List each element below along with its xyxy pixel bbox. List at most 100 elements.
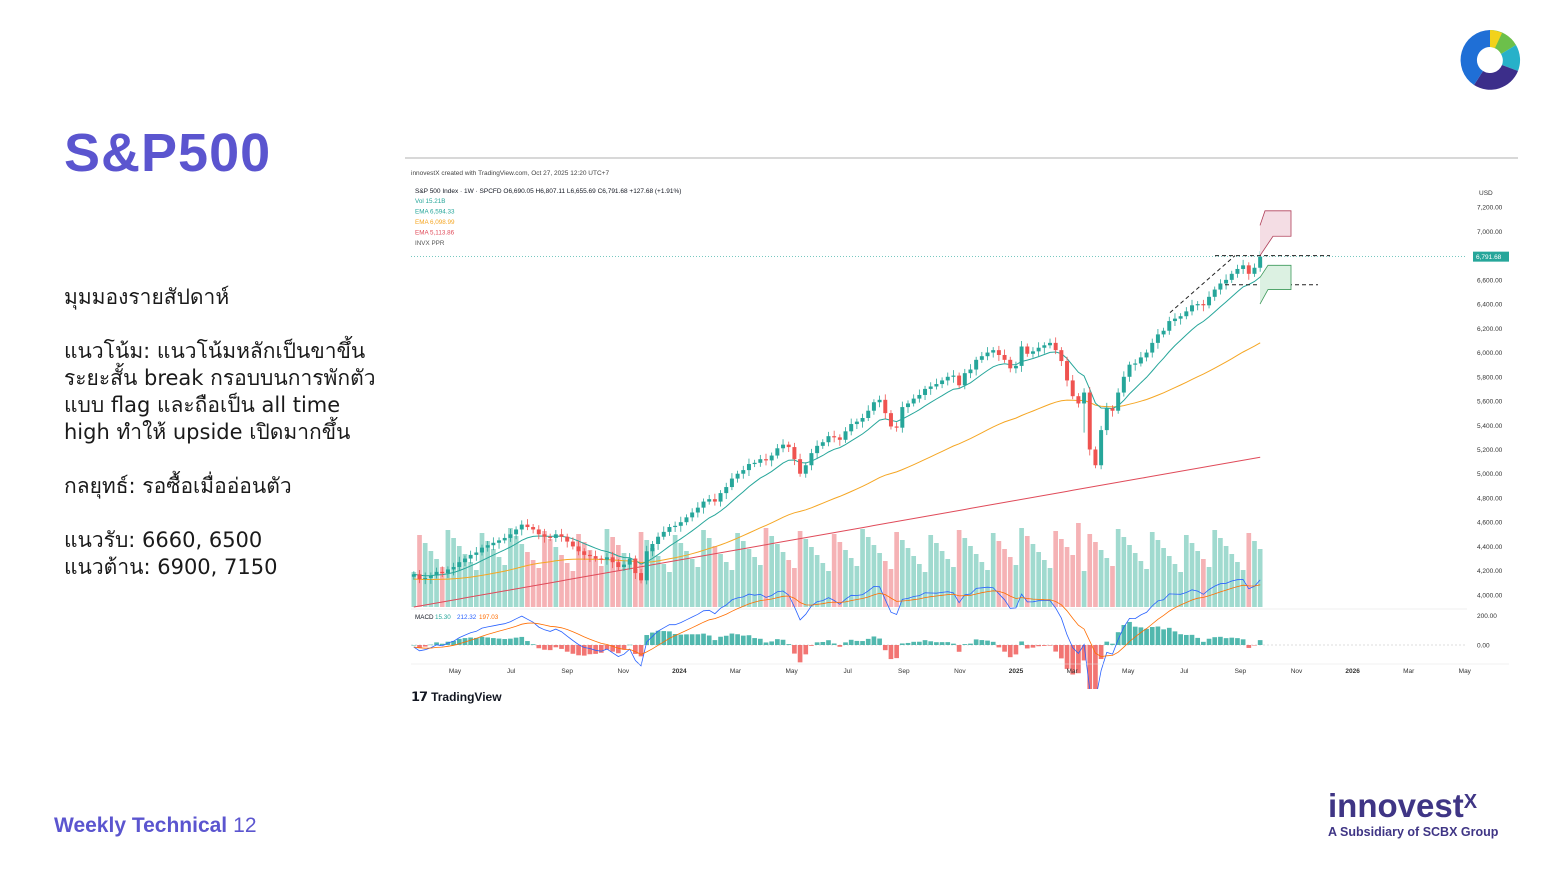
y-tick-label: 7,200.00 (1477, 205, 1503, 212)
candle-body (906, 403, 910, 408)
candle-body (815, 445, 820, 454)
volume-bar (689, 559, 695, 607)
candle-body (1042, 345, 1047, 348)
last-price-badge (1473, 251, 1509, 262)
volume-bar (1076, 523, 1081, 607)
macd-histogram-bar (417, 645, 422, 649)
candle-body (480, 547, 484, 553)
volume-bar (1059, 539, 1064, 607)
candle-body (1178, 316, 1183, 319)
volume-bar (598, 566, 604, 607)
brand-x-mark: X (1463, 791, 1478, 813)
support-text: แนวรับ: 6660, 6500 (64, 528, 263, 552)
volume-bar (621, 553, 627, 607)
macd-histogram-bar (570, 645, 576, 654)
page-number: 12 (233, 814, 257, 837)
macd-histogram-bar (990, 641, 996, 645)
macd-histogram-bar (530, 644, 536, 645)
macd-histogram-bar (621, 645, 627, 650)
candle-body (1201, 304, 1206, 306)
volume-bar (542, 531, 547, 607)
volume-bar (1019, 528, 1024, 607)
macd-label: MACD (415, 614, 434, 621)
innovestx-ring-logo (1460, 29, 1521, 90)
ema-line-slow (413, 456, 1261, 608)
macd-histogram-bar (672, 634, 678, 645)
candle-body (849, 424, 854, 432)
volume-bar (797, 531, 803, 607)
x-tick-label: Mar (1403, 668, 1415, 675)
candle-body (985, 352, 990, 357)
volume-bar (1240, 570, 1246, 607)
macd-histogram-bar (627, 644, 633, 646)
volume-bar (1024, 536, 1030, 607)
legend-entry: EMA 6,098.99 (415, 219, 455, 226)
candle-body (809, 453, 814, 466)
volume-bar (667, 572, 672, 607)
volume-bar (530, 560, 536, 607)
macd-histogram-bar (1149, 627, 1155, 645)
volume-bar (456, 546, 462, 607)
macd-histogram-bar (939, 642, 945, 645)
volume-bar (1036, 552, 1041, 607)
macd-histogram-bar (638, 645, 644, 657)
volume-bar (1127, 545, 1132, 607)
macd-histogram-bar (769, 641, 775, 645)
volume-bar (462, 554, 468, 607)
candle-body (1076, 396, 1081, 404)
candle-body (752, 462, 757, 465)
volume-bar (951, 567, 956, 607)
volume-bar (1030, 544, 1036, 607)
volume-bar (962, 538, 968, 607)
candle-body (1235, 268, 1240, 274)
candle-body (854, 421, 859, 425)
volume-bar (917, 564, 922, 607)
candle-body (644, 551, 649, 581)
volume-bar (439, 567, 445, 607)
candle-body (678, 522, 683, 526)
volume-bar (701, 530, 706, 607)
macd-histogram-bar (854, 640, 860, 645)
macd-histogram-bar (604, 645, 610, 650)
trend-line-4: high ทำให้ upside เปิดมากขึ้น (64, 420, 351, 444)
volume-bar (1132, 553, 1138, 607)
volume-bar (1149, 532, 1155, 607)
x-tick-label: Sep (898, 668, 910, 675)
tradingview-logo: 𝟭𝟳 TradingView (411, 689, 502, 705)
candle-body (1161, 330, 1166, 335)
candle-body (832, 436, 837, 438)
candle-body (1008, 359, 1013, 369)
candle-body (962, 373, 967, 386)
macd-histogram-bar (973, 639, 979, 645)
candle-body (860, 417, 865, 422)
candle-body (712, 499, 717, 502)
macd-histogram-bar (615, 645, 621, 654)
macd-histogram-bar (735, 634, 740, 645)
volume-bar (757, 565, 763, 607)
candle-body (1155, 334, 1160, 343)
candle-body (582, 551, 587, 555)
candle-body (1252, 267, 1257, 274)
candle-body (1258, 256, 1263, 268)
candle-body (474, 552, 479, 555)
macd-histogram-bar (508, 638, 513, 645)
candle-body (1025, 346, 1030, 354)
macd-histogram-bar (757, 638, 763, 645)
volume-bar (547, 539, 553, 607)
macd-histogram-bar (831, 643, 837, 645)
macd-value: 212.32 (457, 614, 477, 621)
candle-body (1167, 321, 1172, 331)
volume-bar (1070, 555, 1076, 607)
candle-body (1224, 279, 1229, 284)
volume-bar (1189, 543, 1195, 607)
volume-bar (939, 551, 945, 607)
volume-bar (786, 560, 792, 607)
volume-bar (877, 553, 882, 607)
macd-histogram-bar (934, 642, 939, 645)
macd-histogram-bar (581, 645, 587, 656)
volume-bar (1007, 557, 1013, 607)
volume-bar (1144, 569, 1149, 607)
x-tick-label: Mar (1066, 668, 1078, 675)
candle-body (457, 562, 462, 568)
candle-body (508, 534, 513, 538)
